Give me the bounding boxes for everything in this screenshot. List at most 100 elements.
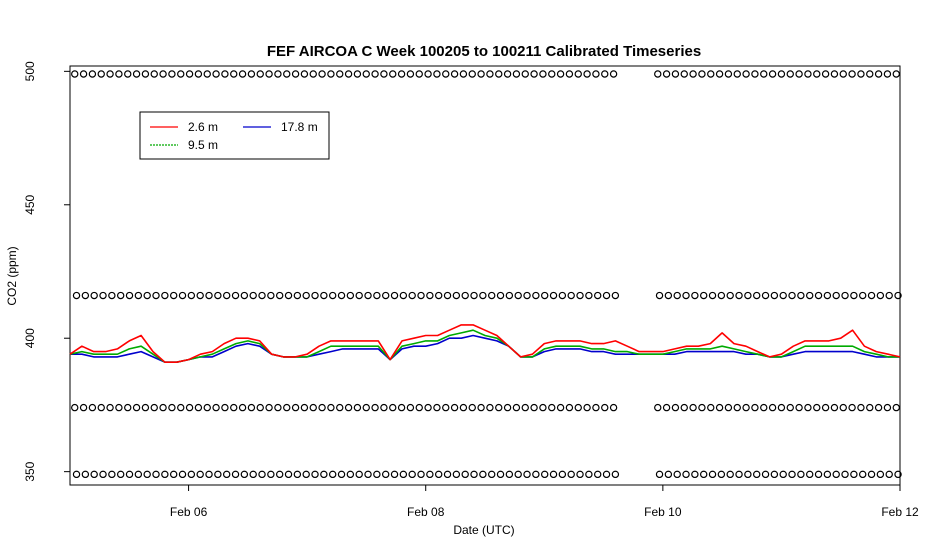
flag-marker [116, 470, 125, 479]
flag-marker [221, 403, 229, 412]
flag-marker [442, 70, 450, 78]
flag-marker [161, 470, 169, 479]
flag-marker [443, 470, 452, 479]
flag-marker [495, 403, 503, 412]
flag-marker [788, 291, 796, 300]
chart-title: FEF AIRCOA C Week 100205 to 100211 Calib… [267, 43, 701, 60]
flag-marker [850, 470, 858, 479]
flag-marker [655, 470, 664, 479]
flag-marker [203, 403, 211, 412]
flag-marker [839, 70, 847, 78]
flag-marker [230, 403, 238, 412]
flag-marker [521, 70, 529, 78]
flag-marker [707, 403, 715, 412]
flag-marker [187, 470, 196, 479]
flag-marker [88, 403, 97, 412]
flag-marker [346, 470, 355, 479]
flag-marker [159, 70, 167, 78]
flag-marker [152, 291, 160, 300]
flag-marker [779, 291, 787, 300]
flag-marker [344, 70, 353, 78]
flag-row-0 [71, 70, 900, 78]
flag-marker [373, 470, 381, 479]
flag-marker [461, 291, 469, 300]
flag-marker [576, 470, 584, 479]
flag-marker [848, 403, 856, 412]
flag-marker [539, 70, 547, 78]
flag-marker [742, 403, 750, 412]
flag-marker [470, 291, 478, 300]
flag-marker [671, 70, 680, 78]
flag-marker [212, 403, 220, 412]
flag-marker [556, 70, 565, 78]
flag-marker [592, 70, 600, 78]
flag-marker [90, 291, 98, 300]
flag-marker [406, 403, 415, 412]
legend-box [139, 111, 330, 160]
flag-marker [565, 403, 574, 412]
flag-marker [328, 291, 337, 300]
flag-marker [187, 291, 196, 300]
flag-marker [177, 70, 185, 78]
flag-marker [434, 291, 443, 300]
flag-marker [293, 291, 302, 300]
flag-marker [567, 291, 575, 300]
flag-marker [72, 291, 81, 300]
flag-marker [797, 291, 805, 300]
flag-marker [567, 470, 575, 479]
flag-marker [558, 291, 567, 300]
flag-marker [238, 403, 247, 412]
flag-marker [309, 70, 317, 78]
flag-marker [839, 403, 847, 412]
flag-marker [761, 291, 770, 300]
flag-marker [177, 403, 185, 412]
flag-marker [876, 291, 885, 300]
flag-marker [707, 70, 715, 78]
flag-marker [556, 403, 565, 412]
flag-marker [124, 70, 132, 78]
flag-marker [134, 470, 143, 479]
flag-marker [486, 403, 494, 412]
flag-marker [300, 403, 309, 412]
flag-marker [79, 403, 88, 412]
flag-marker [576, 291, 584, 300]
flag-marker [724, 403, 733, 412]
flag-marker [777, 403, 786, 412]
flag-marker [883, 70, 892, 78]
flag-marker [97, 70, 105, 78]
flag-marker [654, 403, 662, 412]
flag-marker [867, 291, 876, 300]
flag-marker [424, 403, 432, 412]
flag-marker [583, 70, 591, 78]
flag-marker [532, 470, 540, 479]
flag-marker [143, 291, 151, 300]
x-tick-label-0: Feb 06 [170, 505, 208, 519]
flag-marker [788, 470, 796, 479]
x-axis-label: Date (UTC) [453, 523, 514, 537]
flag-marker [841, 291, 849, 300]
flag-marker [768, 403, 777, 412]
flag-marker [381, 470, 390, 479]
flag-marker [698, 403, 706, 412]
flag-marker [859, 470, 867, 479]
flag-marker [399, 291, 408, 300]
flag-marker [496, 470, 505, 479]
flag-marker [733, 403, 741, 412]
flag-marker [655, 291, 664, 300]
flag-marker [795, 70, 803, 78]
flag-marker [611, 291, 620, 300]
flag-marker [291, 70, 300, 78]
y-tick-label-1: 400 [23, 328, 37, 348]
flag-marker [671, 403, 680, 412]
flag-marker [300, 70, 309, 78]
flag-marker [541, 291, 549, 300]
flag-marker [390, 470, 399, 479]
flag-marker [106, 70, 114, 78]
flag-marker [337, 291, 346, 300]
x-tick-label-1: Feb 08 [407, 505, 445, 519]
flag-marker [574, 403, 582, 412]
flag-marker [850, 291, 858, 300]
flag-marker [450, 70, 459, 78]
flag-marker [256, 70, 264, 78]
flag-marker [832, 470, 840, 479]
